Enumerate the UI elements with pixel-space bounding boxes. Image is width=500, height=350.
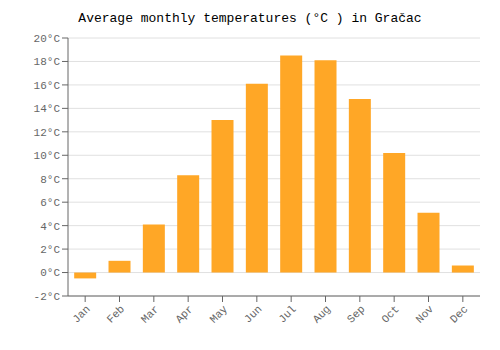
svg-text:12°C: 12°C (34, 127, 61, 139)
html-text:Average monthly temperatures (: Average monthly temperatures (°C ) in Gr… (78, 11, 422, 26)
svg-text:Aug: Aug (311, 303, 333, 325)
svg-text:16°C: 16°C (34, 80, 61, 92)
svg-text:14°C: 14°C (34, 103, 61, 115)
svg-text:Jan: Jan (70, 303, 92, 325)
svg-text:18°C: 18°C (34, 56, 61, 68)
svg-text:May: May (208, 303, 231, 326)
svg-text:Apr: Apr (173, 303, 195, 325)
svg-text:Mar: Mar (139, 303, 161, 325)
svg-text:10°C: 10°C (34, 150, 61, 162)
svg-text:4°C: 4°C (40, 221, 60, 233)
svg-text:20°C: 20°C (34, 33, 61, 45)
svg-text:Jul: Jul (276, 303, 298, 325)
svg-text:6°C: 6°C (40, 197, 60, 209)
svg-text:Feb: Feb (105, 303, 127, 325)
svg-text:Jun: Jun (242, 303, 264, 325)
svg-text:8°C: 8°C (40, 174, 60, 186)
svg-text:-2°C: -2°C (34, 291, 61, 303)
svg-text:0°C: 0°C (40, 267, 60, 279)
svg-text:Nov: Nov (414, 303, 437, 326)
svg-text:Oct: Oct (379, 303, 401, 325)
svg-text:Dec: Dec (448, 303, 470, 325)
svg-text:2°C: 2°C (40, 244, 60, 256)
svg-text:Sep: Sep (345, 303, 367, 325)
